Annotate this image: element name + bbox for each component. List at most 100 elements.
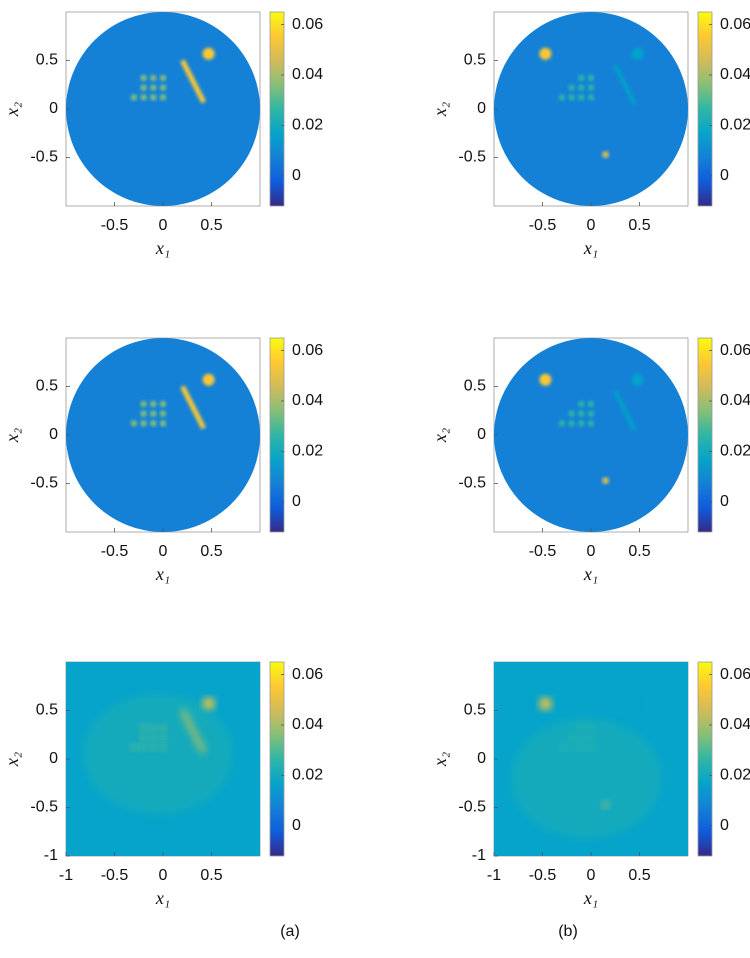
feature [539, 697, 552, 710]
x-tick-label: -0.5 [101, 867, 129, 884]
feature [558, 420, 566, 427]
y-tick-label: -0.5 [30, 799, 58, 816]
panel: -0.5 0 0.5 -0.5 0 0.5 x₁ x₂ 0 0.02 0.04 0.06 [430, 337, 750, 584]
colorbar [697, 337, 713, 533]
colorbar-tick-label: 0 [720, 493, 729, 510]
feature [159, 420, 167, 427]
feature [130, 420, 138, 427]
x-tick-label: -1 [59, 867, 73, 884]
y-tick-label: 0.5 [464, 702, 486, 719]
x-tick-label: -0.5 [101, 217, 129, 234]
feature [631, 373, 644, 386]
colorbar [269, 661, 285, 857]
colorbar [697, 661, 713, 857]
colorbar-tick-label: 0.06 [292, 342, 323, 359]
feature [578, 84, 585, 91]
feature [140, 84, 147, 91]
feature [558, 94, 566, 101]
x-tick-label: -0.5 [529, 867, 557, 884]
feature [539, 47, 552, 60]
feature [83, 694, 234, 815]
feature [613, 64, 637, 106]
colorbar-tick-label: 0.06 [292, 16, 323, 33]
image [66, 338, 260, 532]
y-axis-label: x₂ [430, 102, 450, 117]
x-tick-label: 0 [159, 217, 168, 234]
feature [150, 84, 157, 91]
feature [587, 74, 595, 82]
y-tick-label: 0.5 [36, 702, 58, 719]
y-tick-label: 0 [477, 750, 486, 767]
feature [613, 390, 637, 432]
y-tick-label: -0.5 [458, 149, 486, 166]
x-tick-label: -0.5 [529, 217, 557, 234]
x-tick-label: 0.5 [200, 217, 222, 234]
feature [180, 385, 206, 430]
x-tick-label: 0 [587, 867, 596, 884]
colorbar-tick-label: 0.02 [292, 117, 323, 134]
x-axis-label: x₁ [155, 888, 170, 908]
x-tick-label: 0.5 [628, 867, 650, 884]
feature [159, 400, 167, 408]
y-tick-label: -1 [44, 847, 58, 864]
feature [180, 59, 206, 104]
x-tick-label: 0 [159, 867, 168, 884]
feature [568, 84, 575, 91]
colorbar [697, 11, 713, 207]
feature [539, 373, 552, 386]
feature [140, 400, 147, 408]
y-axis-label: x₂ [430, 752, 450, 767]
x-axis-label: x₁ [155, 238, 170, 258]
caption: (b) [558, 923, 578, 940]
colorbar-tick-label: 0 [292, 493, 301, 510]
feature [202, 373, 215, 386]
feature [202, 47, 215, 60]
y-tick-label: 0 [49, 426, 58, 443]
feature [159, 94, 167, 101]
x-tick-label: 0.5 [628, 217, 650, 234]
feature [140, 74, 147, 82]
x-axis-label: x₁ [583, 564, 598, 584]
colorbar-tick-label: 0.04 [292, 392, 323, 409]
x-axis-label: x₁ [155, 564, 170, 584]
y-tick-label: 0 [49, 100, 58, 117]
colorbar-tick-label: 0 [292, 817, 301, 834]
feature [602, 151, 610, 159]
feature [578, 400, 585, 408]
y-tick-label: -1 [472, 847, 486, 864]
image [494, 338, 688, 532]
colorbar-tick-label: 0 [292, 167, 301, 184]
x-tick-label: 0.5 [628, 543, 650, 560]
y-tick-label: 0 [477, 426, 486, 443]
colorbar-tick-label: 0.04 [292, 66, 323, 83]
feature [150, 94, 157, 101]
feature [631, 47, 644, 60]
feature [578, 410, 585, 417]
x-tick-label: -0.5 [101, 543, 129, 560]
feature [140, 410, 147, 417]
y-tick-label: -0.5 [458, 799, 486, 816]
feature [202, 697, 215, 710]
x-axis-label: x₁ [583, 888, 598, 908]
y-tick-label: 0.5 [464, 378, 486, 395]
feature [140, 94, 147, 101]
image-background [66, 12, 260, 206]
feature [587, 400, 595, 408]
image-background [66, 338, 260, 532]
colorbar [269, 11, 285, 207]
panel: -0.5 0 0.5 -0.5 0 0.5 x₁ x₂ 0 0.02 0.04 0.06 [2, 11, 323, 258]
y-tick-label: -0.5 [30, 149, 58, 166]
feature [150, 400, 157, 408]
y-axis-label: x₂ [430, 428, 450, 443]
caption: (a) [280, 923, 300, 940]
feature [511, 718, 662, 839]
colorbar-tick-label: 0.06 [720, 666, 750, 683]
colorbar-tick-label: 0.02 [292, 443, 323, 460]
feature [568, 94, 575, 101]
y-tick-label: -0.5 [458, 475, 486, 492]
panel: -1 -0.5 0 0.5 -1 -0.5 0 0.5 x₁ x₂ 0 0.02 0.04 0.06 [2, 661, 323, 908]
y-tick-label: 0.5 [36, 52, 58, 69]
feature [130, 94, 138, 101]
feature [602, 477, 610, 485]
feature [159, 84, 167, 91]
